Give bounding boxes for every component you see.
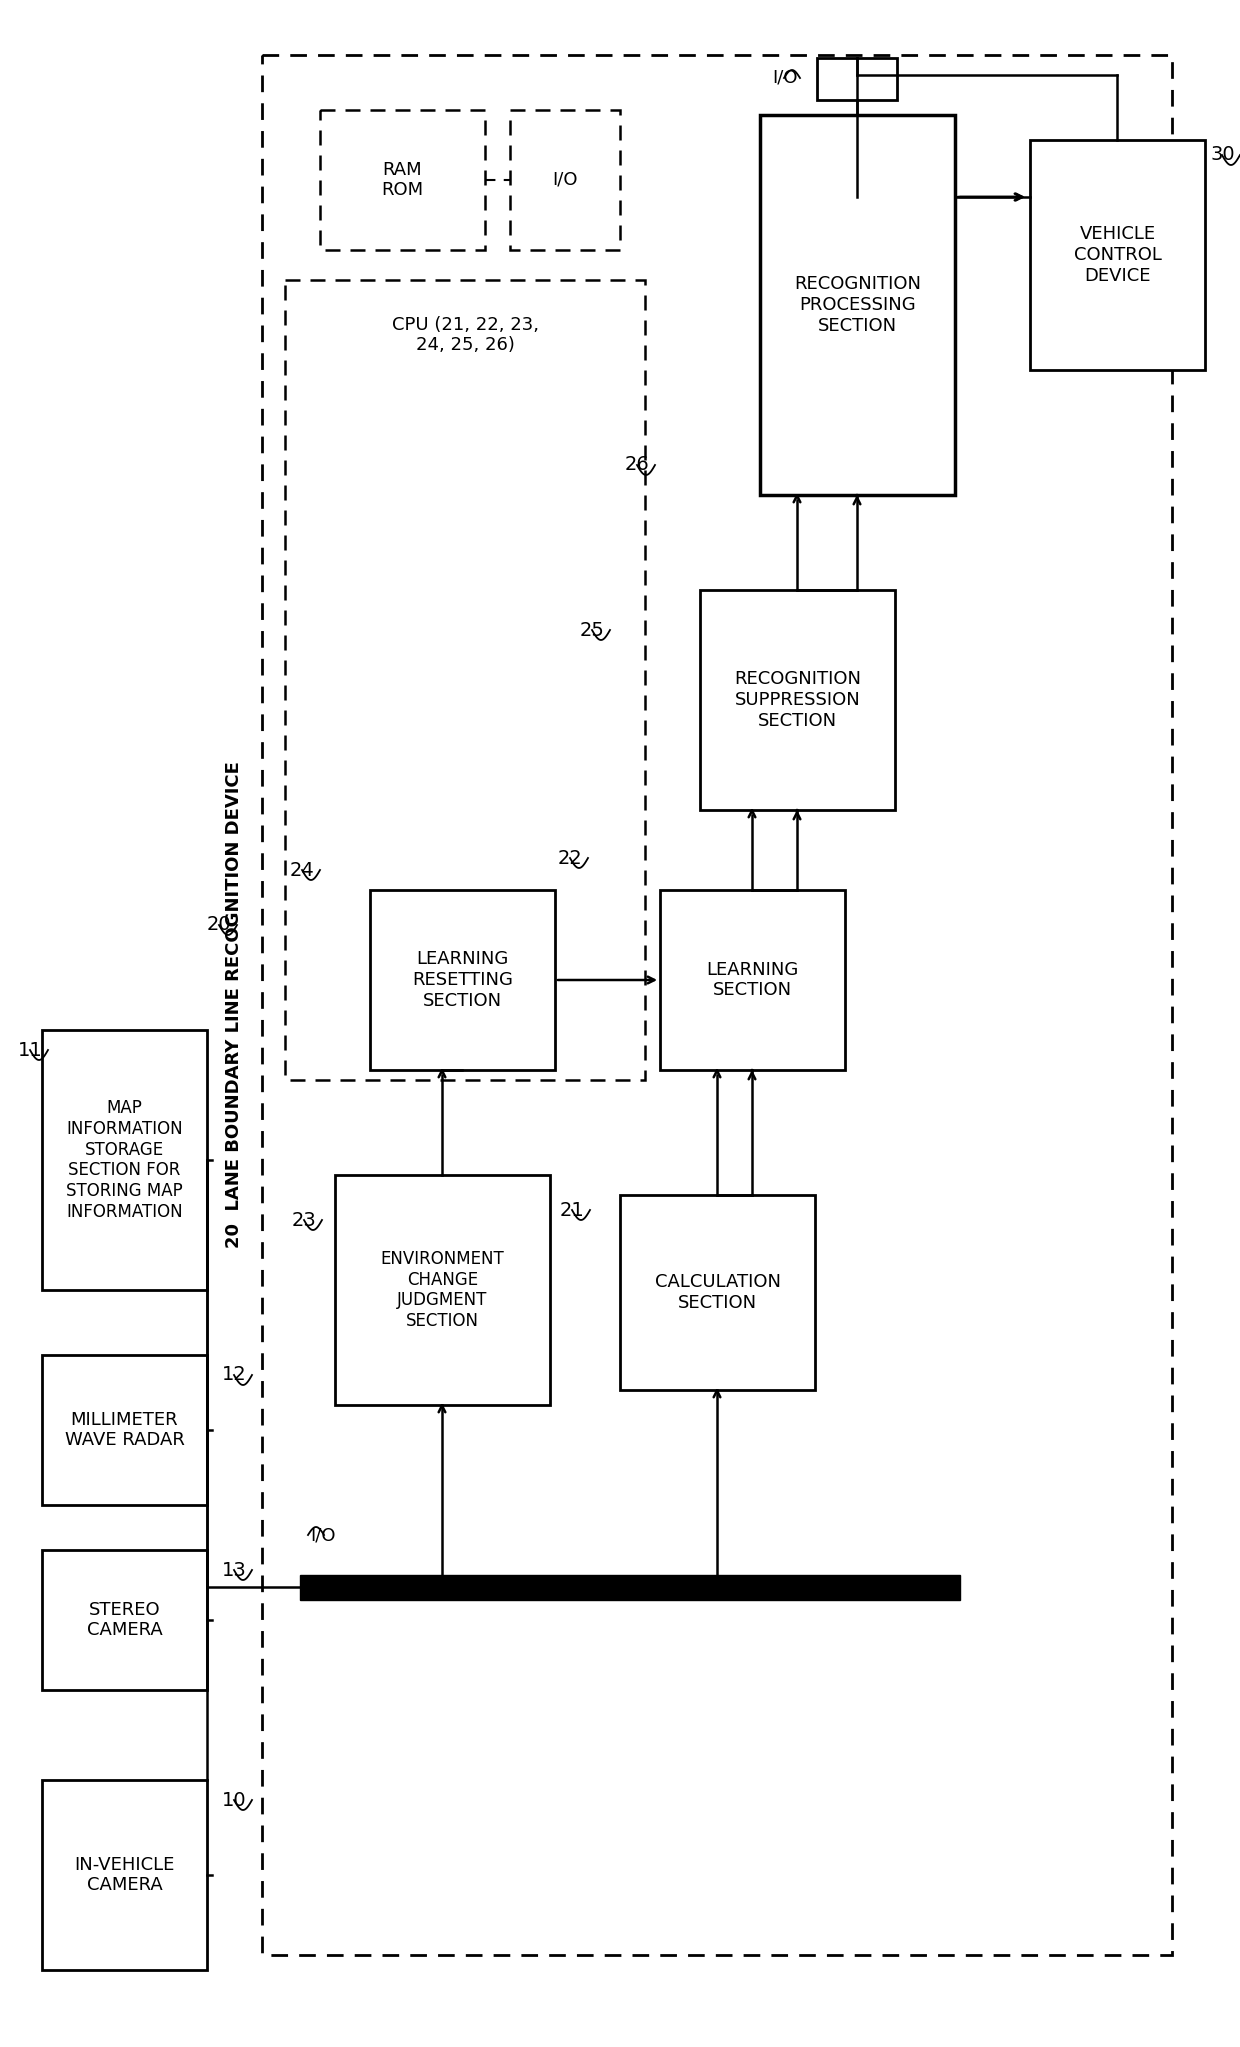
- Text: RECOGNITION
PROCESSING
SECTION: RECOGNITION PROCESSING SECTION: [794, 274, 921, 336]
- Text: 23: 23: [291, 1210, 316, 1230]
- Text: 24: 24: [290, 860, 315, 880]
- Text: STEREO
CAMERA: STEREO CAMERA: [87, 1601, 162, 1640]
- Text: 26: 26: [625, 456, 650, 475]
- Bar: [42, 1030, 207, 1290]
- Text: LEARNING
SECTION: LEARNING SECTION: [707, 960, 799, 999]
- Text: VEHICLE
CONTROL
DEVICE: VEHICLE CONTROL DEVICE: [1074, 225, 1162, 285]
- Bar: [701, 590, 895, 811]
- Text: IN-VEHICLE
CAMERA: IN-VEHICLE CAMERA: [74, 1855, 175, 1893]
- Text: 20  LANE BOUNDARY LINE RECOGNITION DEVICE: 20 LANE BOUNDARY LINE RECOGNITION DEVICE: [224, 761, 243, 1249]
- Bar: [817, 57, 897, 100]
- Bar: [320, 111, 485, 250]
- Bar: [370, 890, 556, 1071]
- Text: RECOGNITION
SUPPRESSION
SECTION: RECOGNITION SUPPRESSION SECTION: [734, 669, 861, 731]
- Bar: [335, 1175, 551, 1404]
- Text: RAM
ROM: RAM ROM: [382, 160, 424, 199]
- Text: 10: 10: [222, 1791, 247, 1810]
- Bar: [660, 890, 844, 1071]
- Text: I/O: I/O: [310, 1527, 336, 1545]
- Text: 22: 22: [558, 850, 583, 868]
- Text: 30: 30: [1210, 145, 1235, 164]
- Text: CALCULATION
SECTION: CALCULATION SECTION: [655, 1273, 780, 1312]
- Text: 11: 11: [19, 1040, 42, 1060]
- Text: MILLIMETER
WAVE RADAR: MILLIMETER WAVE RADAR: [64, 1410, 185, 1449]
- Bar: [1030, 139, 1205, 371]
- Text: 25: 25: [580, 620, 605, 639]
- Bar: [42, 1781, 207, 1969]
- Text: LEARNING
RESETTING
SECTION: LEARNING RESETTING SECTION: [412, 950, 513, 1009]
- Bar: [300, 1574, 960, 1601]
- Text: CPU (21, 22, 23,
24, 25, 26): CPU (21, 22, 23, 24, 25, 26): [392, 315, 538, 354]
- Text: MAP
INFORMATION
STORAGE
SECTION FOR
STORING MAP
INFORMATION: MAP INFORMATION STORAGE SECTION FOR STOR…: [66, 1099, 182, 1220]
- Text: 21: 21: [560, 1200, 585, 1220]
- Text: I/O: I/O: [773, 70, 797, 88]
- Bar: [510, 111, 620, 250]
- Bar: [262, 55, 1172, 1955]
- Text: ENVIRONMENT
CHANGE
JUDGMENT
SECTION: ENVIRONMENT CHANGE JUDGMENT SECTION: [381, 1251, 505, 1331]
- Text: 13: 13: [222, 1560, 247, 1580]
- Bar: [620, 1195, 815, 1390]
- Text: 20: 20: [207, 915, 232, 935]
- Text: I/O: I/O: [552, 172, 578, 188]
- Bar: [760, 115, 955, 495]
- Text: 12: 12: [222, 1365, 247, 1384]
- Bar: [42, 1550, 207, 1691]
- Bar: [42, 1355, 207, 1505]
- Bar: [285, 280, 645, 1081]
